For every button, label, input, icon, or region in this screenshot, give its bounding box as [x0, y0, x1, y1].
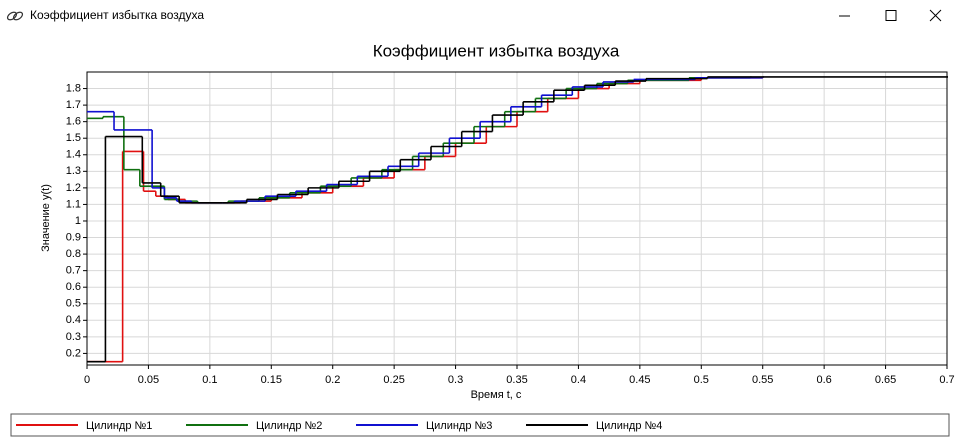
y-tick-label: 0.2: [66, 347, 81, 359]
y-tick-label: 1: [75, 215, 81, 227]
x-tick-label: 0.4: [571, 374, 586, 386]
y-tick-label: 0.7: [66, 265, 81, 277]
x-tick-label: 0.7: [939, 374, 954, 386]
x-tick-label: 0.2: [325, 374, 340, 386]
x-tick-label: 0: [84, 374, 90, 386]
y-tick-label: 0.4: [66, 314, 81, 326]
x-tick-label: 0.65: [875, 374, 896, 386]
legend-label: Цилиндр №1: [86, 420, 152, 432]
x-axis-label: Время t, с: [471, 389, 522, 401]
x-tick-label: 0.5: [694, 374, 709, 386]
y-tick-label: 1.5: [66, 132, 81, 144]
maximize-button[interactable]: [885, 10, 897, 21]
x-tick-label: 0.15: [261, 374, 282, 386]
plot-border: [86, 71, 948, 366]
y-tick-label: 1.7: [66, 99, 81, 111]
y-tick-label: 1.3: [66, 165, 81, 177]
chart-title: Коэффициент избытка воздуха: [373, 41, 620, 60]
y-tick-label: 1.4: [66, 149, 81, 161]
y-tick-label: 0.9: [66, 231, 81, 243]
legend-label: Цилиндр №4: [596, 420, 662, 432]
x-tick-label: 0.25: [383, 374, 404, 386]
y-tick-label: 0.6: [66, 281, 81, 293]
x-tick-label: 0.45: [629, 374, 650, 386]
app-icon: [6, 11, 24, 21]
x-tick-label: 0.6: [816, 374, 831, 386]
y-tick-label: 1.1: [66, 198, 81, 210]
y-tick-label: 0.3: [66, 331, 81, 343]
legend-box: [10, 413, 950, 437]
close-button[interactable]: [929, 9, 942, 22]
x-tick-label: 0.35: [506, 374, 527, 386]
x-tick-label: 0.3: [448, 374, 463, 386]
y-axis-label: Значение y(t): [40, 184, 52, 252]
legend-label: Цилиндр №3: [426, 420, 492, 432]
y-tick-label: 0.5: [66, 298, 81, 310]
y-tick-label: 1.8: [66, 82, 81, 94]
y-tick-label: 1.2: [66, 182, 81, 194]
y-tick-label: 0.8: [66, 248, 81, 260]
x-tick-label: 0.1: [202, 374, 217, 386]
x-tick-label: 0.05: [138, 374, 159, 386]
window-title: Коэффициент избытка воздуха: [30, 8, 204, 22]
legend-label: Цилиндр №2: [256, 420, 322, 432]
y-tick-label: 1.6: [66, 116, 81, 128]
x-tick-label: 0.55: [752, 374, 773, 386]
